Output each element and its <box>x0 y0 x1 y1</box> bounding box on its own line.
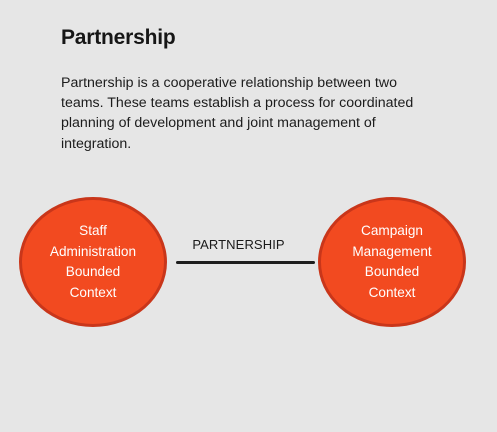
campaign-management-context-node: Campaign Management Bounded Context <box>318 197 466 327</box>
node-label-line: Bounded <box>65 264 121 279</box>
node-label-line: Administration <box>49 243 137 259</box>
relationship-connector-line <box>176 261 315 264</box>
relationship-label: PARTNERSHIP <box>192 237 285 252</box>
node-label-line: Context <box>368 284 416 300</box>
node-label-line: Management <box>352 243 432 259</box>
page-title: Partnership <box>61 26 176 49</box>
staff-administration-context-node: Staff Administration Bounded Context <box>19 197 167 327</box>
description-text: Partnership is a cooperative relationshi… <box>61 75 414 152</box>
node-label-line: Bounded <box>364 264 420 279</box>
node-label-line: Staff <box>79 223 107 238</box>
node-label-line: Context <box>69 284 117 300</box>
node-label-line: Campaign <box>361 223 423 238</box>
